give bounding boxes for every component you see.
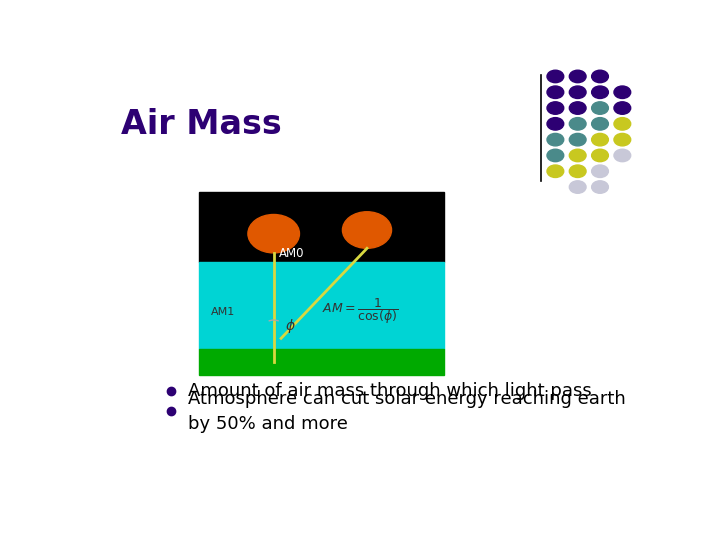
Text: Air Mass: Air Mass [121,109,282,141]
Circle shape [343,212,392,248]
Circle shape [592,165,608,178]
Circle shape [614,102,631,114]
Bar [199,349,444,375]
Circle shape [614,86,631,98]
Text: Atmosphere can cut solar energy reaching earth
by 50% and more: Atmosphere can cut solar energy reaching… [188,390,626,433]
Circle shape [547,118,564,130]
Circle shape [592,149,608,161]
Circle shape [570,181,586,193]
Circle shape [570,118,586,130]
Circle shape [592,118,608,130]
Circle shape [570,70,586,83]
Circle shape [547,86,564,98]
Circle shape [614,149,631,161]
Circle shape [547,149,564,161]
Text: AM0: AM0 [279,247,305,260]
Circle shape [592,181,608,193]
Circle shape [547,133,564,146]
Circle shape [592,133,608,146]
Circle shape [570,149,586,161]
Circle shape [570,86,586,98]
Circle shape [614,133,631,146]
Circle shape [570,133,586,146]
Circle shape [547,102,564,114]
Circle shape [592,102,608,114]
Circle shape [614,118,631,130]
Bar [199,192,444,262]
Circle shape [592,86,608,98]
Text: $AM = \dfrac{1}{\cos(\phi)}$: $AM = \dfrac{1}{\cos(\phi)}$ [322,296,398,326]
Text: AM1: AM1 [211,307,235,318]
Circle shape [570,102,586,114]
Circle shape [547,165,564,178]
Circle shape [592,70,608,83]
Text: $\phi$: $\phi$ [284,316,295,335]
Text: Amount of air mass through which light pass: Amount of air mass through which light p… [188,382,591,400]
Circle shape [570,165,586,178]
Circle shape [248,214,300,253]
Bar [199,262,444,349]
Circle shape [547,70,564,83]
